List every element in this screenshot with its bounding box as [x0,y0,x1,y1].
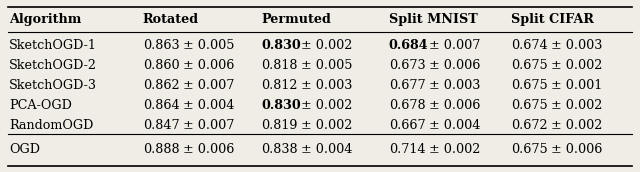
Text: 0.862: 0.862 [143,79,179,92]
Text: ± 0.004: ± 0.004 [424,119,480,132]
Text: 0.675: 0.675 [511,79,548,92]
Text: ± 0.003: ± 0.003 [424,79,480,92]
Text: 0.860: 0.860 [143,59,179,72]
Text: 0.714: 0.714 [389,143,426,156]
Text: ± 0.004: ± 0.004 [179,99,234,112]
Text: OGD: OGD [9,143,40,156]
Text: ± 0.006: ± 0.006 [424,99,480,112]
Text: ± 0.006: ± 0.006 [179,59,234,72]
Text: 0.830: 0.830 [261,39,301,52]
Text: 0.675: 0.675 [511,99,548,112]
Text: ± 0.007: ± 0.007 [179,79,234,92]
Text: ± 0.006: ± 0.006 [424,59,480,72]
Text: 0.667: 0.667 [389,119,426,132]
Text: 0.830: 0.830 [261,99,301,112]
Text: Split CIFAR: Split CIFAR [511,13,594,26]
Text: ± 0.002: ± 0.002 [297,99,353,112]
Text: ± 0.002: ± 0.002 [297,39,353,52]
Text: ± 0.007: ± 0.007 [179,119,234,132]
Text: ± 0.001: ± 0.001 [547,79,602,92]
Text: ± 0.002: ± 0.002 [297,119,353,132]
Text: ± 0.002: ± 0.002 [547,99,602,112]
Text: SketchOGD-1: SketchOGD-1 [9,39,97,52]
Text: 0.838: 0.838 [261,143,298,156]
Text: RandomOGD: RandomOGD [9,119,93,132]
Text: ± 0.006: ± 0.006 [547,143,602,156]
Text: ± 0.005: ± 0.005 [179,39,234,52]
Text: Algorithm: Algorithm [9,13,81,26]
Text: 0.888: 0.888 [143,143,179,156]
Text: ± 0.002: ± 0.002 [547,59,602,72]
Text: ± 0.007: ± 0.007 [424,39,480,52]
Text: ± 0.004: ± 0.004 [297,143,353,156]
Text: PCA-OGD: PCA-OGD [9,99,72,112]
Text: 0.673: 0.673 [389,59,426,72]
Text: 0.812: 0.812 [261,79,298,92]
Text: 0.675: 0.675 [511,143,548,156]
Text: 0.864: 0.864 [143,99,179,112]
Text: ± 0.003: ± 0.003 [297,79,353,92]
Text: SketchOGD-3: SketchOGD-3 [9,79,97,92]
Text: 0.847: 0.847 [143,119,179,132]
Text: Permuted: Permuted [261,13,332,26]
Text: 0.819: 0.819 [261,119,298,132]
Text: Split MNIST: Split MNIST [389,13,477,26]
Text: ± 0.003: ± 0.003 [547,39,602,52]
Text: 0.818: 0.818 [261,59,298,72]
Text: ± 0.002: ± 0.002 [424,143,480,156]
Text: ± 0.005: ± 0.005 [297,59,353,72]
Text: ± 0.006: ± 0.006 [179,143,234,156]
Text: 0.863: 0.863 [143,39,179,52]
Text: Rotated: Rotated [143,13,199,26]
Text: 0.677: 0.677 [389,79,426,92]
Text: ± 0.002: ± 0.002 [547,119,602,132]
Text: 0.674: 0.674 [511,39,548,52]
Text: SketchOGD-2: SketchOGD-2 [9,59,97,72]
Text: 0.684: 0.684 [389,39,428,52]
Text: 0.678: 0.678 [389,99,426,112]
Text: 0.675: 0.675 [511,59,548,72]
Text: 0.672: 0.672 [511,119,548,132]
